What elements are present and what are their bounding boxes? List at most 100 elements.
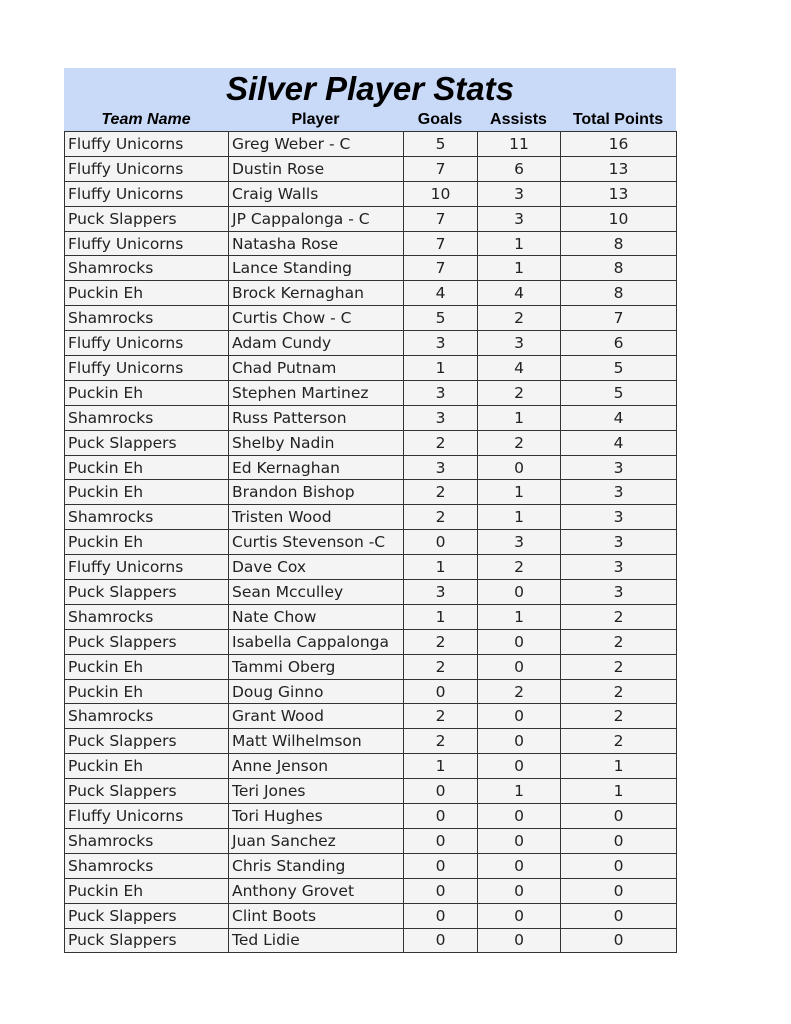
team-cell: Puckin Eh (64, 529, 229, 556)
assists-cell: 11 (477, 131, 561, 157)
total-points-cell: 4 (560, 404, 677, 431)
player-cell: Nate Chow (228, 603, 404, 630)
player-cell: Ed Kernaghan (228, 454, 404, 481)
team-cell: Puckin Eh (64, 479, 229, 506)
table-row: Puck Slappers Ted Lidie 0 0 0 (64, 927, 677, 954)
player-cell: Tristen Wood (228, 504, 404, 531)
stats-table: Fluffy Unicorns Greg Weber - C 5 11 16 Fluffy… (64, 131, 677, 954)
assists-cell: 1 (477, 404, 561, 431)
player-cell: Anne Jenson (228, 753, 404, 780)
total-points-cell: 2 (560, 653, 677, 680)
header-team-name: Team Name (101, 111, 191, 128)
goals-cell: 4 (403, 280, 478, 307)
total-points-cell: 2 (560, 703, 677, 730)
table-row: Puckin Eh Tammi Oberg 2 0 2 (64, 653, 677, 680)
header-band: Silver Player Stats Team Name Player Goa… (64, 68, 676, 131)
player-cell: Brock Kernaghan (228, 280, 404, 307)
goals-cell: 1 (403, 355, 478, 381)
player-cell: Sean Mcculley (228, 579, 404, 605)
table-row: Puck Slappers Isabella Cappalonga 2 0 2 (64, 628, 677, 655)
team-cell: Fluffy Unicorns (64, 155, 229, 182)
total-points-cell: 10 (560, 205, 677, 232)
team-cell: Fluffy Unicorns (64, 330, 229, 357)
team-cell: Shamrocks (64, 255, 229, 282)
sheet-title: Silver Player Stats (225, 70, 514, 107)
player-cell: Chad Putnam (228, 355, 404, 381)
assists-cell: 6 (477, 155, 561, 182)
goals-cell: 1 (403, 753, 478, 780)
player-cell: Russ Patterson (228, 404, 404, 431)
goals-cell: 2 (403, 628, 478, 655)
total-points-cell: 3 (560, 479, 677, 506)
team-cell: Shamrocks (64, 404, 229, 431)
table-row: Puck Slappers Matt Wilhelmson 2 0 2 (64, 728, 677, 755)
assists-cell: 0 (477, 753, 561, 780)
total-points-cell: 5 (560, 379, 677, 406)
player-cell: Dustin Rose (228, 155, 404, 182)
table-row: Puckin Eh Doug Ginno 0 2 2 (64, 678, 677, 705)
total-points-cell: 8 (560, 280, 677, 307)
assists-cell: 0 (477, 579, 561, 605)
goals-cell: 0 (403, 902, 478, 929)
total-points-cell: 13 (560, 180, 677, 207)
team-cell: Puck Slappers (64, 579, 229, 605)
team-cell: Puckin Eh (64, 454, 229, 481)
assists-cell: 0 (477, 703, 561, 730)
table-row: Puckin Eh Curtis Stevenson -C 0 3 3 (64, 529, 677, 556)
assists-cell: 0 (477, 827, 561, 854)
table-row: Puck Slappers Sean Mcculley 3 0 3 (64, 579, 677, 605)
total-points-cell: 0 (560, 927, 677, 954)
table-row: Shamrocks Russ Patterson 3 1 4 (64, 404, 677, 431)
assists-cell: 1 (477, 255, 561, 282)
player-cell: Teri Jones (228, 778, 404, 805)
assists-cell: 0 (477, 902, 561, 929)
total-points-cell: 0 (560, 827, 677, 854)
team-cell: Puckin Eh (64, 753, 229, 780)
table-row: Fluffy Unicorns Natasha Rose 7 1 8 (64, 230, 677, 257)
team-cell: Puckin Eh (64, 280, 229, 307)
goals-cell: 7 (403, 255, 478, 282)
assists-cell: 1 (477, 479, 561, 506)
player-cell: Stephen Martinez (228, 379, 404, 406)
table-row: Fluffy Unicorns Craig Walls 10 3 13 (64, 180, 677, 207)
assists-cell: 4 (477, 280, 561, 307)
team-cell: Shamrocks (64, 504, 229, 531)
team-cell: Fluffy Unicorns (64, 180, 229, 207)
total-points-cell: 8 (560, 230, 677, 257)
assists-cell: 2 (477, 554, 561, 581)
assists-cell: 2 (477, 379, 561, 406)
player-cell: Grant Wood (228, 703, 404, 730)
player-cell: Ted Lidie (228, 927, 404, 954)
total-points-cell: 2 (560, 628, 677, 655)
goals-cell: 2 (403, 653, 478, 680)
team-cell: Puck Slappers (64, 205, 229, 232)
total-points-cell: 7 (560, 305, 677, 332)
team-cell: Shamrocks (64, 703, 229, 730)
goals-cell: 3 (403, 579, 478, 605)
player-cell: Curtis Chow - C (228, 305, 404, 332)
team-cell: Shamrocks (64, 603, 229, 630)
team-cell: Puck Slappers (64, 778, 229, 805)
goals-cell: 7 (403, 155, 478, 182)
table-row: Puck Slappers Shelby Nadin 2 2 4 (64, 429, 677, 456)
team-cell: Puckin Eh (64, 379, 229, 406)
table-row: Puckin Eh Brandon Bishop 2 1 3 (64, 479, 677, 506)
assists-cell: 3 (477, 529, 561, 556)
goals-cell: 3 (403, 404, 478, 431)
goals-cell: 0 (403, 877, 478, 904)
goals-cell: 3 (403, 330, 478, 357)
assists-cell: 3 (477, 330, 561, 357)
total-points-cell: 0 (560, 852, 677, 879)
total-points-cell: 13 (560, 155, 677, 182)
total-points-cell: 3 (560, 579, 677, 605)
player-cell: Doug Ginno (228, 678, 404, 705)
goals-cell: 0 (403, 778, 478, 805)
total-points-cell: 6 (560, 330, 677, 357)
assists-cell: 3 (477, 205, 561, 232)
table-row: Fluffy Unicorns Greg Weber - C 5 11 16 (64, 131, 677, 157)
table-row: Shamrocks Lance Standing 7 1 8 (64, 255, 677, 282)
goals-cell: 0 (403, 927, 478, 954)
total-points-cell: 3 (560, 554, 677, 581)
team-cell: Fluffy Unicorns (64, 355, 229, 381)
